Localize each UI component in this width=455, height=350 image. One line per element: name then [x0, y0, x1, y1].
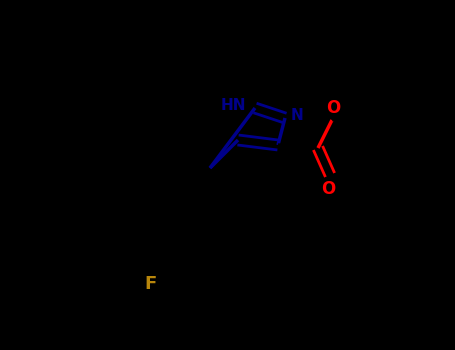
Text: O: O	[321, 180, 335, 198]
Text: O: O	[326, 99, 340, 117]
Text: HN: HN	[220, 98, 246, 113]
Text: N: N	[291, 107, 303, 122]
Text: F: F	[145, 275, 157, 293]
